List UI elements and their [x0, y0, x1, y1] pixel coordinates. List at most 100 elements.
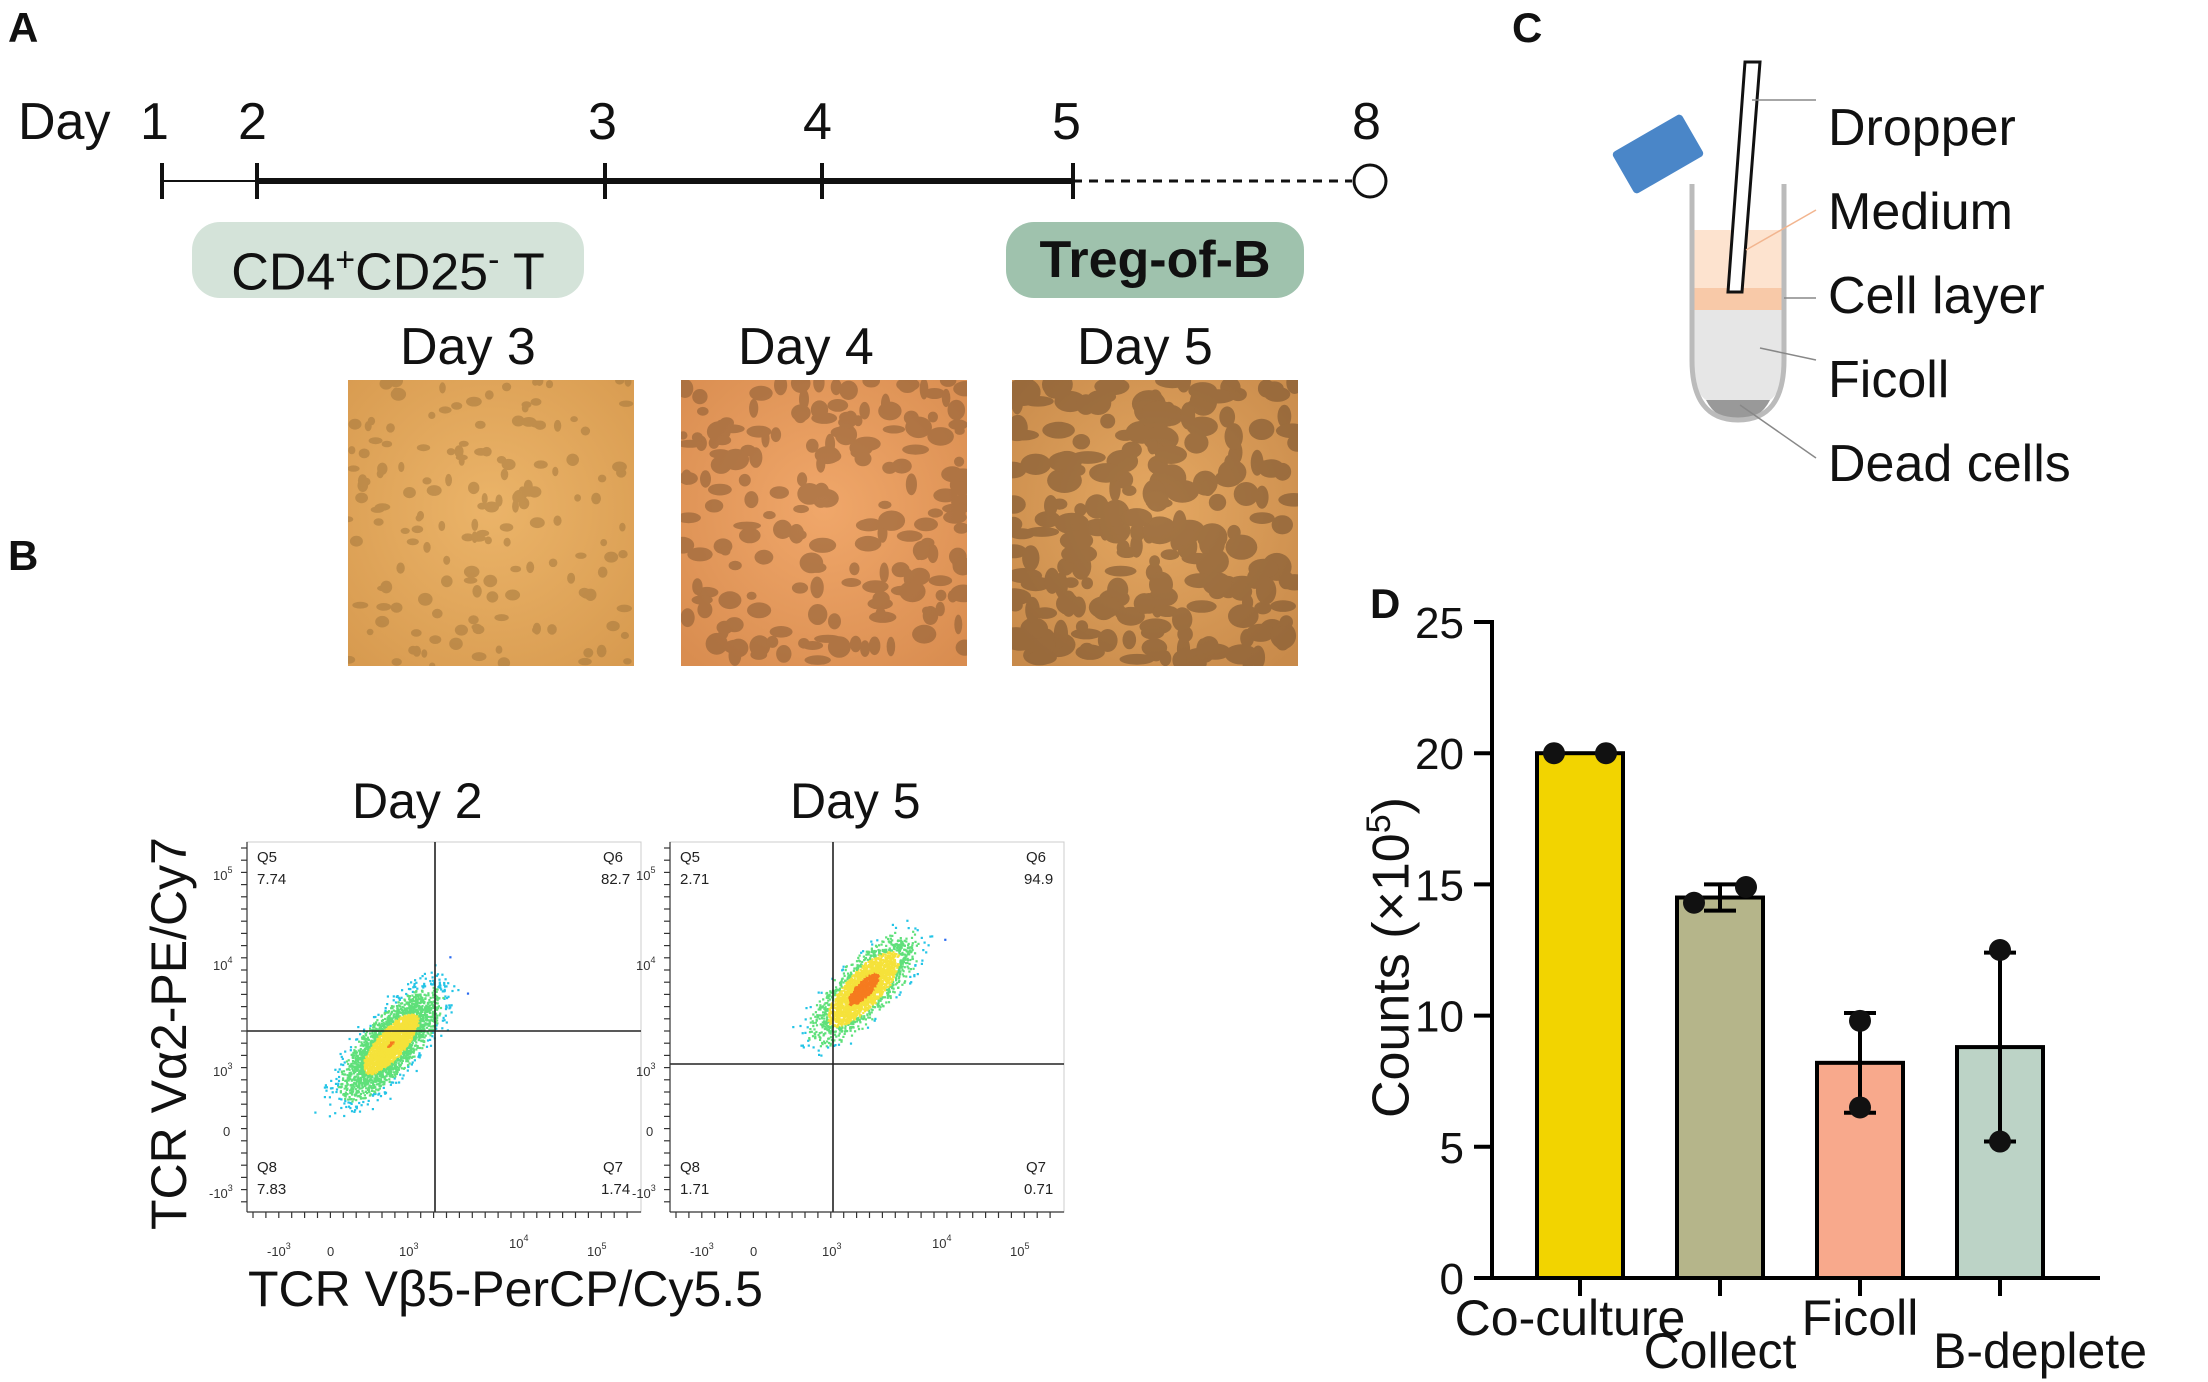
event-dot: [395, 1061, 398, 1064]
event-dot: [364, 1090, 367, 1093]
event-dot: [427, 1019, 430, 1022]
event-dot: [381, 1069, 385, 1072]
event-dot: [407, 987, 411, 991]
event-dot: [408, 1057, 411, 1060]
event-dot: [353, 1068, 356, 1071]
event-dot: [412, 1033, 415, 1036]
cell-cluster: [499, 523, 514, 532]
cell-cluster: [1107, 577, 1129, 602]
event-dot: [378, 1071, 381, 1074]
event-dot: [427, 994, 430, 997]
event-dot: [372, 1026, 375, 1029]
event-dot: [867, 1009, 870, 1012]
event-dot: [873, 967, 876, 970]
event-dot: [344, 1050, 347, 1053]
event-dot: [400, 1028, 404, 1031]
event-dot: [436, 1019, 439, 1022]
event-dot: [905, 937, 908, 940]
cell-cluster: [596, 644, 607, 658]
event-dot: [368, 1051, 371, 1054]
event-dot: [834, 1044, 837, 1047]
event-dot: [364, 1096, 367, 1100]
cell-cluster: [377, 462, 388, 475]
event-dot: [374, 1058, 377, 1061]
event-dot: [443, 983, 446, 987]
event-dot: [353, 1054, 356, 1057]
event-dot: [424, 1034, 427, 1037]
event-dot: [828, 998, 832, 1001]
event-dot: [382, 1048, 385, 1051]
event-dot: [819, 1008, 822, 1011]
flow-q6-value: 82.7: [601, 871, 630, 888]
event-dot: [385, 1061, 388, 1064]
event-dot: [900, 946, 903, 949]
event-dot: [385, 1045, 388, 1048]
event-dot: [376, 1038, 379, 1041]
event-dot: [364, 1073, 368, 1076]
event-dot: [399, 1073, 402, 1076]
event-dot: [375, 1033, 378, 1036]
cell-cluster: [1224, 454, 1235, 471]
cell-cluster: [443, 555, 451, 565]
event-dot: [410, 1021, 413, 1024]
event-dot: [406, 1010, 409, 1013]
event-dot: [393, 1077, 396, 1080]
event-dot: [331, 1087, 334, 1090]
event-dot: [925, 951, 928, 954]
event-dot: [410, 1063, 413, 1066]
event-dot: [366, 1077, 369, 1080]
event-dot: [387, 1048, 390, 1051]
event-dot: [365, 1053, 368, 1056]
event-dot: [441, 1019, 444, 1022]
cell-cluster: [438, 406, 452, 414]
event-dot: [842, 1009, 845, 1012]
event-dot: [389, 1065, 393, 1068]
cell-cluster: [708, 483, 732, 496]
event-dot: [863, 966, 867, 969]
event-dot: [399, 1047, 403, 1051]
event-dot: [371, 1089, 374, 1092]
cell-cluster: [1109, 475, 1121, 502]
event-dot: [396, 1051, 399, 1054]
cell-cluster: [466, 396, 482, 407]
event-dot: [349, 1098, 352, 1101]
event-dot: [868, 997, 871, 1000]
event-dot: [388, 1016, 391, 1020]
event-dot: [379, 1041, 382, 1044]
event-dot: [418, 1008, 421, 1011]
event-dot: [361, 1089, 364, 1093]
event-dot: [841, 992, 844, 995]
event-dot: [405, 1038, 408, 1041]
event-dot: [409, 1043, 412, 1046]
event-dot: [390, 1036, 393, 1040]
event-dot: [369, 1043, 372, 1046]
event-dot: [411, 1016, 414, 1020]
event-dot: [407, 1018, 410, 1021]
event-dot: [864, 1023, 868, 1026]
event-dot: [852, 986, 855, 989]
event-dot: [341, 1073, 344, 1076]
event-dot: [428, 1020, 431, 1023]
event-dot: [855, 1009, 859, 1012]
event-dot: [348, 1089, 351, 1092]
event-dot: [405, 1008, 408, 1011]
event-dot: [413, 1003, 416, 1006]
event-dot: [378, 1051, 381, 1054]
cell-cluster: [1027, 650, 1057, 665]
event-dot: [353, 1062, 356, 1065]
event-dot: [389, 1019, 393, 1022]
cell-cluster: [463, 577, 478, 584]
event-dot: [390, 1012, 393, 1015]
event-dot: [394, 1075, 397, 1078]
event-dot: [334, 1082, 338, 1085]
event-dot: [444, 985, 447, 988]
event-dot: [346, 1087, 349, 1090]
event-dot: [410, 1056, 413, 1059]
cell-cluster: [955, 639, 967, 656]
event-dot: [358, 1051, 362, 1054]
event-dot: [386, 1017, 389, 1020]
event-dot: [385, 1065, 388, 1068]
event-dot: [361, 1049, 365, 1052]
event-dot: [439, 986, 442, 990]
event-dot: [866, 1009, 869, 1012]
